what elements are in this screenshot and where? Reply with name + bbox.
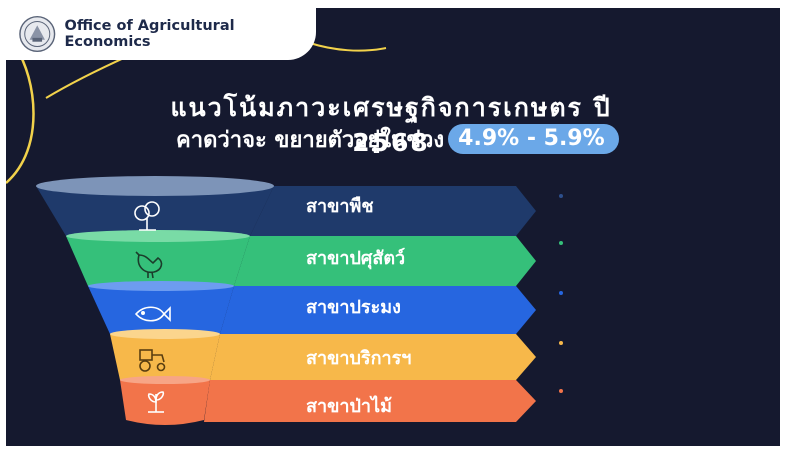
sector-label-forestry: สาขาป่าไม้ (306, 396, 392, 417)
indicator-dot-livestock (559, 241, 563, 245)
tree-icon (134, 201, 160, 231)
sector-label-services: สาขาบริการฯ (306, 348, 412, 369)
indicator-dot-crops (559, 194, 563, 198)
funnel-band-crops (36, 186, 274, 236)
arrow-livestock (234, 236, 536, 286)
growth-range-badge: 4.9% - 5.9% (448, 124, 619, 154)
sprout-icon (147, 391, 165, 413)
funnel-band-forestry (120, 380, 210, 425)
sector-funnel (36, 176, 536, 425)
funnel-rim-top (36, 176, 274, 196)
page-title: แนวโน้มภาวะเศรษฐกิจการเกษตร ปี 2568 (170, 93, 612, 157)
tractor-icon (139, 349, 166, 372)
oae-seal-icon (19, 15, 56, 53)
infographic-slide: Office of Agricultural Economics แนวโน้ม… (6, 8, 780, 446)
funnel-rim-fishery (88, 281, 234, 291)
arrow-forestry (204, 380, 536, 422)
indicator-dot-forestry (559, 389, 563, 393)
sector-label-livestock: สาขาปศุสัตว์ (306, 248, 406, 269)
funnel-band-services (110, 334, 220, 380)
arrow-services (210, 334, 536, 380)
arrow-crops (250, 186, 536, 236)
chicken-icon (135, 251, 163, 279)
indicator-dot-fishery (559, 291, 563, 295)
funnel-band-livestock (66, 236, 250, 286)
sector-label-fishery: สาขาประมง (306, 297, 401, 318)
funnel-rim-forestry (120, 376, 210, 384)
subtitle-row: คาดว่าจะ ขยายตัวอยู่ในช่วง 4.9% - 5.9% (176, 120, 619, 158)
fish-icon (134, 306, 171, 322)
sector-label-crops: สาขาพืช (306, 196, 374, 217)
subtitle: คาดว่าจะ ขยายตัวอยู่ในช่วง (176, 127, 445, 153)
funnel-rim-services (110, 329, 220, 339)
funnel-rim-livestock (66, 230, 250, 242)
indicator-dot-services (559, 341, 563, 345)
organization-header: Office of Agricultural Economics (6, 8, 316, 60)
arrow-fishery (220, 286, 536, 334)
organization-name: Office of Agricultural Economics (64, 18, 235, 50)
